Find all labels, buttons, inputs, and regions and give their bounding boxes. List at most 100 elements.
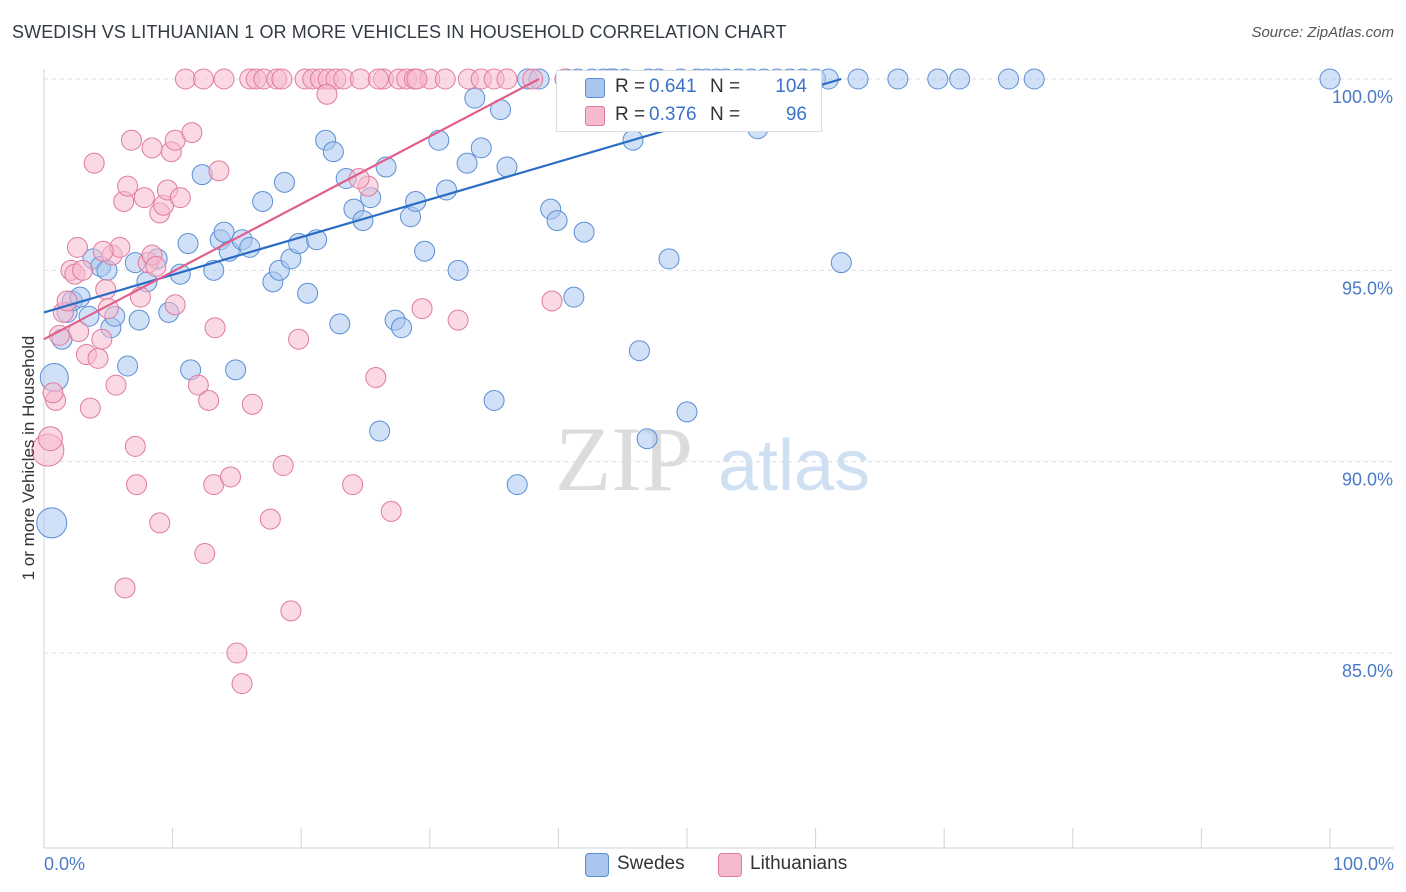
swedes-point — [949, 68, 971, 90]
lithuanians-point — [91, 328, 113, 350]
lithuanians-point — [79, 397, 101, 419]
bottom-legend-label-swedes: Swedes — [617, 853, 685, 874]
lithuanians-point — [406, 68, 428, 90]
lithuanians-point — [380, 500, 402, 522]
swedes-point — [391, 317, 413, 339]
lithuanians-point — [316, 83, 338, 105]
lithuanians-point — [434, 68, 456, 90]
lithuanians-point — [114, 577, 136, 599]
watermark: ZIP atlas — [555, 408, 870, 510]
grid-lines — [44, 78, 1394, 654]
legend-n-value-lithuanians: 96 — [785, 104, 807, 125]
swedes-point — [628, 340, 650, 362]
lithuanians-point — [213, 68, 235, 90]
lithuanians-point — [133, 187, 155, 209]
lithuanians-point — [145, 256, 167, 278]
lithuanians-point — [187, 374, 209, 396]
swedes-point — [676, 401, 698, 423]
legend-n-label: N = — [710, 76, 741, 97]
lithuanians-point — [141, 137, 163, 159]
lithuanians-point — [231, 673, 253, 695]
lithuanians-point — [66, 236, 88, 258]
lithuanians-point — [174, 68, 196, 90]
lithuanians-point — [496, 68, 518, 90]
swedes-point — [830, 252, 852, 274]
swedes-point — [464, 87, 486, 109]
swedes-point — [239, 236, 261, 258]
lithuanians-point — [37, 426, 63, 452]
lithuanians-point — [129, 286, 151, 308]
y-tick-label: 95.0% — [1342, 278, 1393, 298]
swedes-point — [470, 137, 492, 159]
lithuanians-point — [181, 122, 203, 144]
lithuanians-point — [288, 328, 310, 350]
lithuanians-point — [342, 474, 364, 496]
y-tick-label: 85.0% — [1342, 661, 1393, 681]
swedes-point — [546, 210, 568, 232]
lithuanians-point — [367, 68, 389, 90]
bottom-legend-swatch-lithuanians — [718, 853, 742, 877]
swedes-point — [252, 190, 274, 212]
lithuanians-point — [87, 347, 109, 369]
swedes-point — [297, 282, 319, 304]
chart-title: SWEDISH VS LITHUANIAN 1 OR MORE VEHICLES… — [12, 22, 787, 42]
lithuanians-point — [72, 259, 94, 281]
y-tick-labels: 100.0% 95.0% 90.0% 85.0% — [1332, 87, 1393, 681]
lithuanians-point — [149, 512, 171, 534]
legend-n-label: N = — [710, 104, 741, 125]
legend-row-lithuanians: R = 0.376 N = 96 — [557, 102, 821, 128]
legend-r-value-lithuanians: 0.376 — [649, 104, 697, 125]
lithuanians-point — [280, 600, 302, 622]
swedes-point — [658, 248, 680, 270]
lithuanians-point — [541, 290, 563, 312]
swedes-point — [428, 129, 450, 151]
correlation-legend: R = 0.641 N = 104 R = 0.376 N = 96 — [556, 70, 822, 132]
lithuanians-point — [365, 366, 387, 388]
legend-row-swedes: R = 0.641 N = 104 — [557, 74, 821, 100]
lithuanians-point — [83, 152, 105, 174]
swedes-point — [329, 313, 351, 335]
swedes-point — [927, 68, 949, 90]
legend-swatch-swedes — [585, 78, 605, 98]
lithuanians-point — [219, 466, 241, 488]
series-lithuanians-points — [31, 68, 576, 695]
swedes-point — [322, 141, 344, 163]
swedes-point — [847, 68, 869, 90]
bottom-legend-label-lithuanians: Lithuanians — [750, 853, 848, 874]
legend-r-label: R = — [615, 104, 646, 125]
y-axis-label: 1 or more Vehicles in Household — [19, 336, 38, 581]
swedes-point — [213, 221, 235, 243]
lithuanians-point — [192, 68, 214, 90]
lithuanians-point — [56, 290, 78, 312]
swedes-point — [273, 171, 295, 193]
swedes-point — [447, 259, 469, 281]
lithuanians-point — [208, 160, 230, 182]
x-tick-label-max: 100.0% — [1333, 854, 1394, 874]
swedes-point — [225, 359, 247, 381]
x-tick-label-min: 0.0% — [44, 854, 85, 874]
swedes-point — [1319, 68, 1341, 90]
swedes-point — [414, 240, 436, 262]
lithuanians-point — [126, 474, 148, 496]
lithuanians-point — [241, 393, 263, 415]
x-ticks — [43, 828, 1331, 848]
bottom-legend-swatch-swedes — [585, 853, 609, 877]
legend-r-value-swedes: 0.641 — [649, 76, 697, 97]
lithuanians-point — [447, 309, 469, 331]
swedes-point — [456, 152, 478, 174]
chart-source: Source: ZipAtlas.com — [1251, 24, 1394, 41]
lithuanians-point — [117, 175, 139, 197]
lithuanians-point — [92, 240, 114, 262]
lithuanians-point — [105, 374, 127, 396]
lithuanians-point — [164, 294, 186, 316]
legend-swatch-lithuanians — [585, 106, 605, 126]
lithuanians-point — [272, 454, 294, 476]
swedes-point — [483, 389, 505, 411]
swedes-point — [506, 474, 528, 496]
lithuanians-point — [120, 129, 142, 151]
lithuanians-point — [271, 68, 293, 90]
swedes-point — [563, 286, 585, 308]
swedes-point — [36, 507, 68, 539]
watermark-atlas: atlas — [718, 426, 870, 506]
